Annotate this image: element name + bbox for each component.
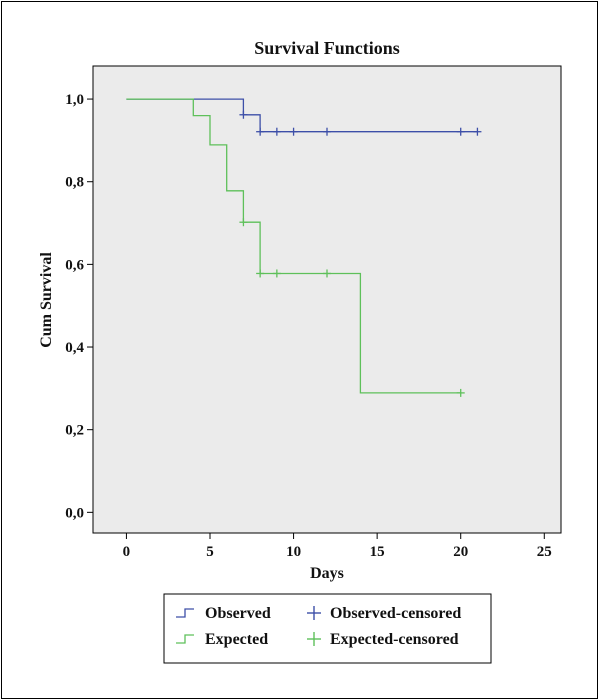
- censor-mark-observed-censored: [239, 110, 248, 119]
- x-axis: 0 5 10 15 20 25: [123, 533, 552, 560]
- censor-mark-observed-censored: [272, 127, 281, 136]
- legend-box: [163, 593, 492, 664]
- legend-plus-symbol: [307, 606, 321, 620]
- legend-item: Observed: [176, 605, 271, 622]
- legend-item: Observed-censored: [307, 605, 461, 622]
- series-layer: [126, 98, 482, 397]
- censor-mark-observed-censored: [456, 127, 465, 136]
- x-axis-label: Days: [310, 565, 344, 582]
- legend-label: Expected: [205, 631, 268, 648]
- x-tick-label: 15: [370, 544, 385, 560]
- y-tick-label: 1,0: [65, 92, 84, 108]
- x-tick-label: 25: [537, 544, 552, 560]
- legend-step-symbol: [176, 634, 194, 644]
- y-tick-label: 0,0: [65, 505, 84, 521]
- censor-mark-observed-censored: [323, 127, 331, 136]
- censor-mark-expected-censored: [272, 269, 281, 278]
- series-expected-line: [126, 98, 461, 394]
- censor-mark-expected-censored: [323, 269, 331, 278]
- censor-mark-expected-censored: [256, 269, 265, 278]
- x-tick-label: 20: [453, 544, 468, 560]
- y-tick-label: 0,8: [65, 175, 84, 191]
- censor-mark-observed-censored: [256, 127, 265, 136]
- censor-mark-observed-censored: [289, 127, 298, 136]
- legend-item: Expected-censored: [307, 631, 459, 648]
- censor-mark-expected-censored: [239, 218, 248, 227]
- censor-mark-observed-censored: [473, 127, 482, 136]
- x-tick-label: 10: [286, 544, 301, 560]
- x-tick-label: 0: [123, 544, 131, 560]
- chart-title: Survival Functions: [254, 38, 400, 58]
- x-tick-label: 5: [206, 544, 214, 560]
- legend-step-symbol: [176, 608, 194, 618]
- legend-label: Observed: [205, 605, 271, 622]
- y-tick-label: 0,4: [65, 340, 84, 356]
- legend: Observed Observed-censored Expected Expecte…: [176, 605, 461, 648]
- legend-item: Expected: [176, 631, 268, 648]
- legend-plus-symbol: [307, 632, 321, 646]
- y-tick-label: 0,2: [65, 423, 84, 439]
- y-axis: 0,0 0,2 0,4 0,6 0,8 1,0: [65, 92, 93, 521]
- y-tick-label: 0,6: [65, 257, 84, 273]
- y-axis-label: Cum Survival: [38, 252, 55, 348]
- censor-mark-expected-censored: [456, 388, 465, 397]
- plot-area: [92, 65, 562, 534]
- legend-label: Observed-censored: [330, 605, 461, 622]
- legend-label: Expected-censored: [330, 631, 459, 648]
